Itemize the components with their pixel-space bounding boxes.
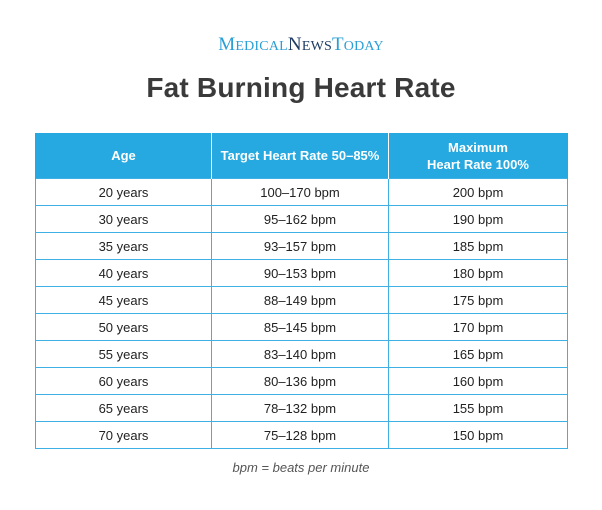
table-row: 70 years 75–128 bpm 150 bpm	[35, 421, 568, 449]
cell-age: 70 years	[35, 421, 212, 449]
column-header-target: Target Heart Rate 50–85%	[211, 133, 389, 179]
column-header-max: Maximum Heart Rate 100%	[388, 133, 568, 179]
cell-age: 40 years	[35, 259, 212, 287]
page-title: Fat Burning Heart Rate	[146, 72, 456, 103]
cell-max: 190 bpm	[388, 205, 568, 233]
cell-age: 65 years	[35, 394, 212, 422]
cell-max: 175 bpm	[388, 286, 568, 314]
cell-max: 200 bpm	[388, 178, 568, 206]
footnote: bpm = beats per minute	[232, 460, 370, 475]
cell-age: 60 years	[35, 367, 212, 395]
cell-max: 170 bpm	[388, 313, 568, 341]
table-body: 20 years 100–170 bpm 200 bpm 30 years 95…	[35, 178, 568, 449]
cell-target: 85–145 bpm	[211, 313, 389, 341]
table-header-row: Age Target Heart Rate 50–85% Maximum Hea…	[35, 133, 568, 179]
table-row: 35 years 93–157 bpm 185 bpm	[35, 232, 568, 260]
cell-max: 155 bpm	[388, 394, 568, 422]
brand-word-medical: MEDICAL	[218, 34, 288, 55]
column-header-max-line2: Heart Rate 100%	[427, 156, 529, 172]
cell-max: 160 bpm	[388, 367, 568, 395]
table-row: 65 years 78–132 bpm 155 bpm	[35, 394, 568, 422]
table-row: 45 years 88–149 bpm 175 bpm	[35, 286, 568, 314]
cell-age: 55 years	[35, 340, 212, 368]
cell-age: 20 years	[35, 178, 212, 206]
cell-age: 35 years	[35, 232, 212, 260]
cell-target: 93–157 bpm	[211, 232, 389, 260]
table-row: 30 years 95–162 bpm 190 bpm	[35, 205, 568, 233]
cell-target: 80–136 bpm	[211, 367, 389, 395]
brand-word-today: TODAY	[331, 34, 384, 55]
cell-target: 75–128 bpm	[211, 421, 389, 449]
cell-max: 165 bpm	[388, 340, 568, 368]
cell-max: 150 bpm	[388, 421, 568, 449]
column-header-max-line1: Maximum	[448, 139, 508, 155]
cell-target: 88–149 bpm	[211, 286, 389, 314]
table-row: 55 years 83–140 bpm 165 bpm	[35, 340, 568, 368]
brand-word-news: NEWS	[287, 34, 332, 55]
cell-max: 185 bpm	[388, 232, 568, 260]
column-header-age: Age	[35, 133, 212, 179]
brand-logo: MEDICALNEWSTODAY	[0, 34, 602, 56]
cell-target: 90–153 bpm	[211, 259, 389, 287]
heart-rate-table-container: Age Target Heart Rate 50–85% Maximum Hea…	[35, 133, 568, 449]
table-row: 50 years 85–145 bpm 170 bpm	[35, 313, 568, 341]
cell-target: 83–140 bpm	[211, 340, 389, 368]
cell-age: 45 years	[35, 286, 212, 314]
table-row: 40 years 90–153 bpm 180 bpm	[35, 259, 568, 287]
heart-rate-table: Age Target Heart Rate 50–85% Maximum Hea…	[35, 133, 568, 449]
table-row: 60 years 80–136 bpm 160 bpm	[35, 367, 568, 395]
cell-age: 30 years	[35, 205, 212, 233]
table-row: 20 years 100–170 bpm 200 bpm	[35, 178, 568, 206]
cell-age: 50 years	[35, 313, 212, 341]
cell-target: 100–170 bpm	[211, 178, 389, 206]
cell-target: 95–162 bpm	[211, 205, 389, 233]
cell-max: 180 bpm	[388, 259, 568, 287]
cell-target: 78–132 bpm	[211, 394, 389, 422]
